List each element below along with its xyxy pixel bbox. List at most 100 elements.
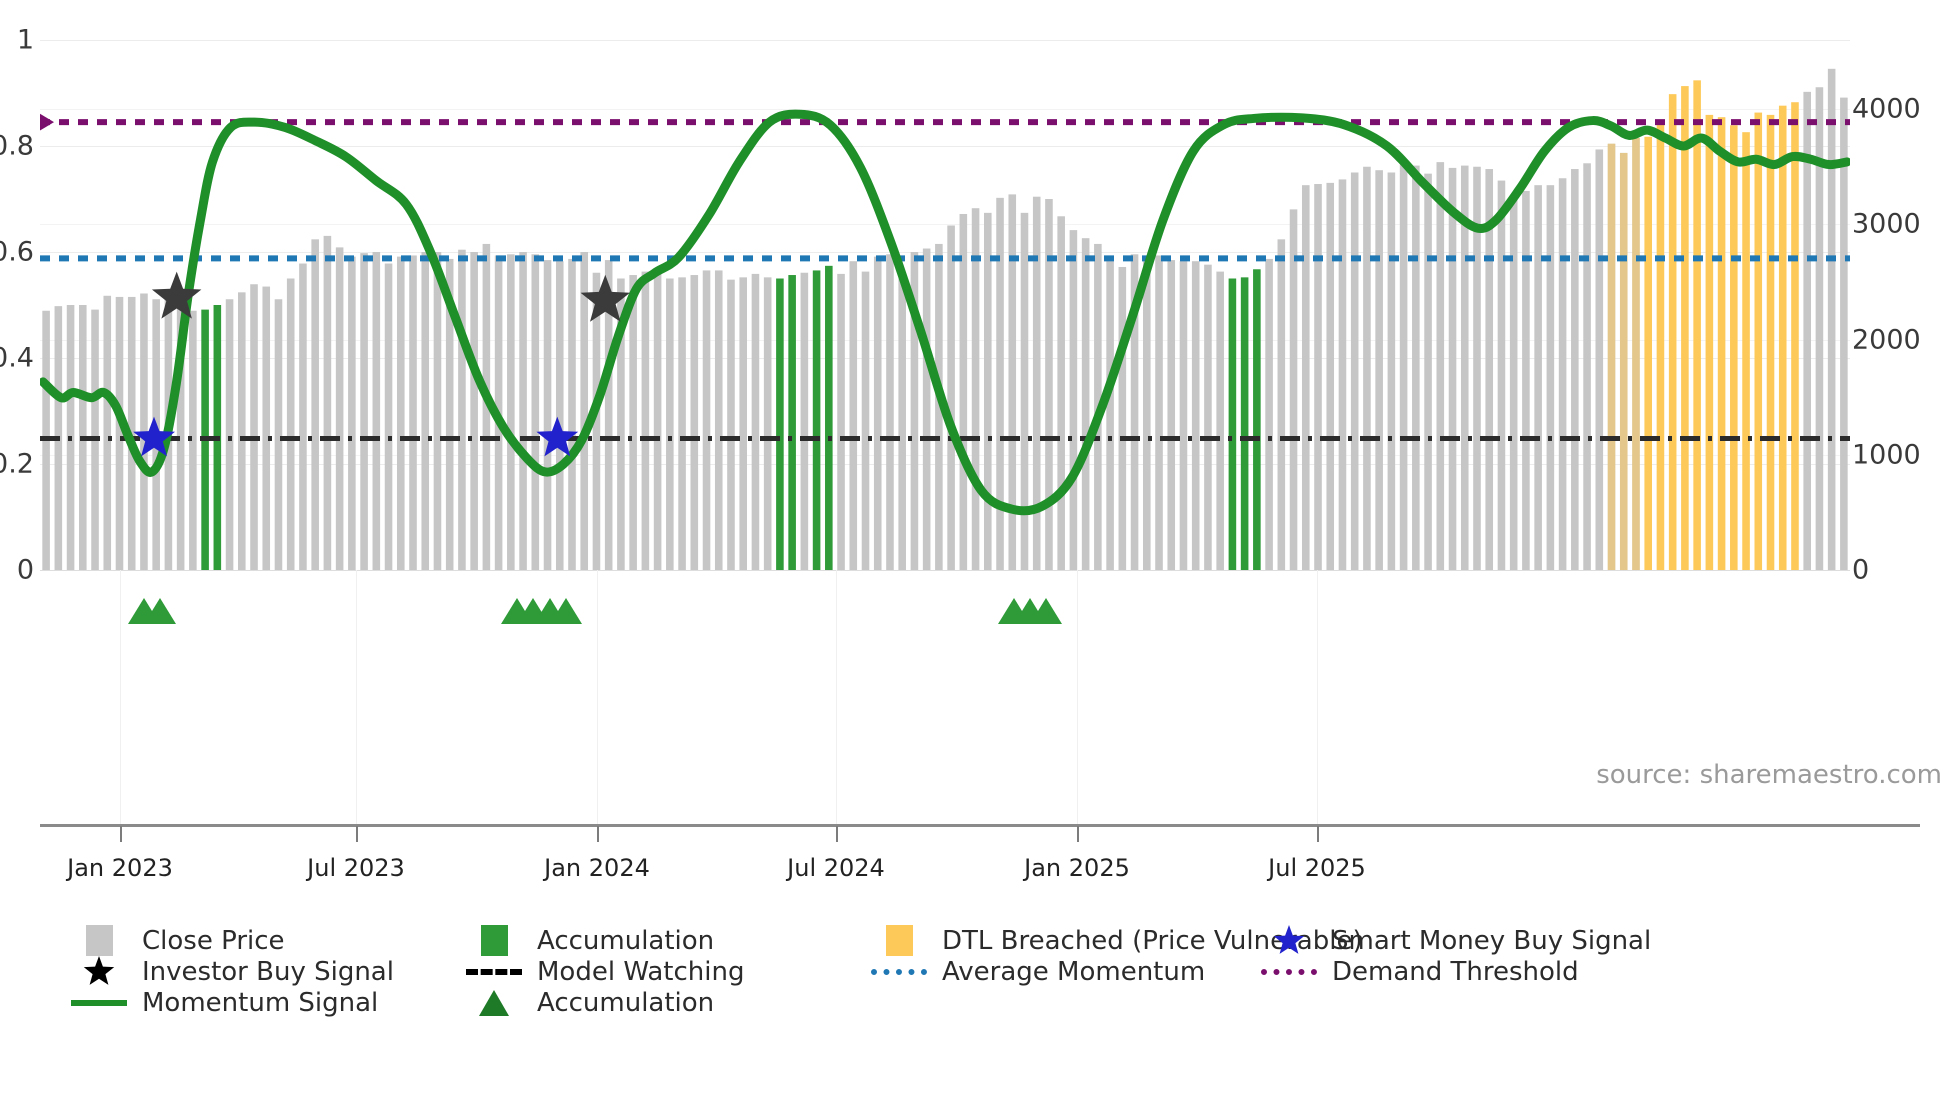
bar-close-price: [1301, 185, 1310, 570]
bar-close-price: [360, 253, 368, 570]
legend-item[interactable]: Close Price: [70, 925, 285, 956]
bar-close-price: [984, 212, 992, 570]
bar-close-price: [519, 252, 527, 570]
y-axis-right-tick: 0: [1852, 554, 1870, 586]
bar-close-price: [1558, 178, 1567, 570]
bar-close-price: [1008, 194, 1017, 570]
x-axis-tick-label: Jul 2023: [307, 854, 405, 882]
legend-item[interactable]: DTL Breached (Price Vulnerable): [870, 925, 1363, 956]
investor-buy-signal-star: [151, 271, 202, 319]
bar-close-price: [1338, 179, 1347, 570]
bar-close-price: [1778, 105, 1787, 570]
bar-close-price: [189, 310, 197, 570]
bar-close-price: [384, 263, 393, 570]
gridline-right: [40, 224, 1850, 226]
bar-close-price: [1681, 86, 1689, 570]
legend-label: Smart Money Buy Signal: [1332, 925, 1652, 956]
legend-label: Demand Threshold: [1332, 956, 1579, 987]
bar-close-price: [849, 261, 858, 570]
legend-item[interactable]: Accumulation: [465, 925, 714, 956]
bar-close-price: [458, 249, 466, 570]
bar-close-price: [910, 252, 919, 570]
bar-close-price: [1118, 266, 1127, 570]
bar-close-price: [421, 252, 430, 570]
bar-close-price: [1399, 164, 1408, 570]
bar-close-price: [604, 260, 613, 570]
bar-close-price: [922, 248, 931, 570]
gridline: [40, 40, 1850, 41]
bar-close-price: [1191, 261, 1200, 570]
bar-close-price: [262, 286, 271, 570]
bar-close-price: [1130, 254, 1139, 570]
bar-close-price: [543, 260, 552, 570]
x-axis-tick-mark: [836, 826, 838, 842]
x-axis-tick-mark: [356, 826, 358, 842]
x-axis-tick-label: Jul 2024: [787, 854, 885, 882]
bar-close-price: [1020, 212, 1029, 570]
legend-solid-line-icon: [71, 999, 127, 1006]
bar-close-price: [1106, 261, 1114, 570]
bar-close-price: [1485, 169, 1494, 570]
legend-item[interactable]: Investor Buy Signal: [70, 955, 394, 987]
y-axis-right-tick: 4000: [1852, 93, 1921, 125]
x-axis-tick-mark: [120, 826, 122, 842]
bar-close-price: [1216, 271, 1224, 570]
legend-swatch-triangle-icon: [465, 987, 523, 1018]
bar-close-price: [898, 278, 906, 570]
bar-dtl-partial: [1619, 152, 1628, 570]
legend-label: Momentum Signal: [142, 987, 379, 1018]
bar-close-price: [470, 252, 478, 570]
bar-close-price: [409, 255, 417, 570]
bar-close-price: [1326, 182, 1335, 570]
bar-close-price: [323, 235, 332, 570]
bar-close-price: [1424, 173, 1432, 570]
bar-close-price: [372, 252, 381, 570]
y-axis-right: 0 1000 2000 3000 4000: [1852, 0, 1960, 1102]
bar-close-price: [861, 271, 870, 570]
bar-close-price: [286, 278, 295, 570]
bar-close-price: [299, 263, 307, 570]
bar-close-price: [1265, 258, 1273, 570]
bar-close-price: [1167, 260, 1176, 570]
bar-close-price: [1827, 68, 1836, 570]
legend-item[interactable]: Model Watching: [465, 956, 744, 987]
demand-threshold-marker: [40, 113, 54, 131]
bar-close-price: [653, 270, 662, 570]
legend-item[interactable]: Demand Threshold: [1260, 956, 1579, 987]
bar-close-price: [311, 239, 319, 570]
y-axis-left: 0 0.2 0.4 0.6 0.8 1: [0, 0, 34, 1102]
legend-square-swatch: [885, 925, 913, 956]
legend-dotted-line-icon: [1261, 968, 1317, 975]
plot-area: [40, 40, 1850, 570]
bar-close-price: [1460, 165, 1469, 570]
legend-item[interactable]: Average Momentum: [870, 956, 1205, 987]
x-axis-tick-mark: [597, 826, 599, 842]
gridline-right: [40, 454, 1850, 456]
bar-close-price: [1546, 185, 1555, 570]
bar-close-price: [812, 270, 821, 570]
legend-triangle-icon: [479, 989, 509, 1016]
bar-close-price: [1081, 238, 1090, 570]
bar-close-price: [1815, 87, 1824, 570]
smart-money-buy-signal-star: [536, 416, 579, 457]
gridline: [40, 252, 1850, 253]
bar-close-price: [1289, 209, 1298, 570]
legend-swatch-dot-icon: [1260, 956, 1318, 987]
bar-close-price: [1595, 149, 1604, 570]
bar-close-price: [690, 275, 699, 570]
legend-item[interactable]: Accumulation: [465, 987, 714, 1018]
gridline: [40, 464, 1850, 465]
bar-close-price: [788, 275, 796, 570]
legend-item[interactable]: Momentum Signal: [70, 987, 378, 1018]
legend-swatch-line-icon: [70, 987, 128, 1018]
legend-item[interactable]: Smart Money Buy Signal: [1260, 924, 1652, 956]
bar-close-price: [641, 271, 650, 570]
bar-close-price: [250, 284, 258, 570]
bar-close-price: [1473, 166, 1481, 570]
bar-close-price: [176, 300, 185, 570]
y-axis-left-tick: 0.8: [0, 130, 34, 162]
bar-close-price: [1509, 195, 1518, 570]
gridline: [40, 570, 1850, 571]
bar-close-price: [1497, 180, 1506, 570]
y-axis-left-tick: 1: [16, 24, 34, 56]
